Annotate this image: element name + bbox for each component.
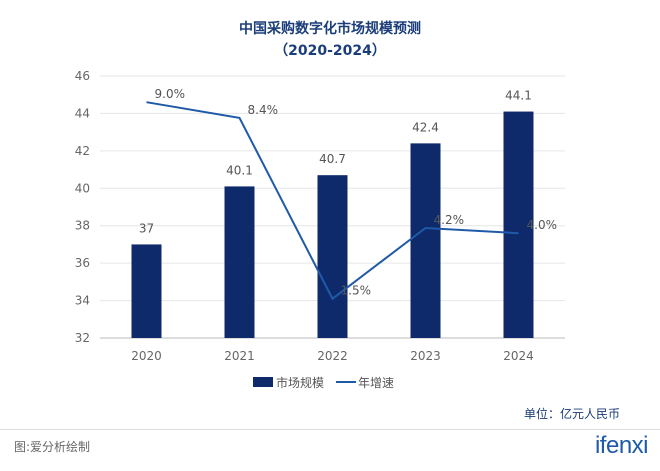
bar bbox=[410, 143, 441, 338]
bar-data-label: 37 bbox=[139, 221, 154, 235]
source-label: 图:爱分析绘制 bbox=[14, 440, 91, 454]
y-tick-label: 44 bbox=[75, 106, 90, 120]
bar-data-label: 40.7 bbox=[319, 152, 346, 166]
y-tick-label: 46 bbox=[75, 69, 90, 83]
y-tick-label: 34 bbox=[75, 294, 90, 308]
bar bbox=[503, 111, 534, 338]
y-tick-label: 42 bbox=[75, 144, 90, 158]
line-data-label: 9.0% bbox=[155, 87, 186, 101]
bar bbox=[224, 186, 255, 338]
y-tick-label: 32 bbox=[75, 331, 90, 345]
x-tick-label: 2022 bbox=[317, 349, 348, 363]
line-data-label: 8.4% bbox=[248, 103, 279, 117]
x-tick-label: 2023 bbox=[410, 349, 441, 363]
x-tick-label: 2020 bbox=[131, 349, 162, 363]
growth-line bbox=[146, 101, 519, 301]
line-data-label: 1.5% bbox=[341, 284, 372, 298]
chart-subtitle: （2020-2024） bbox=[274, 43, 386, 59]
y-tick-label: 40 bbox=[75, 181, 90, 195]
bar bbox=[131, 244, 162, 338]
bar-data-label: 42.4 bbox=[412, 120, 439, 134]
ifenxi-logo: ifenxi bbox=[594, 432, 649, 459]
y-tick-label: 36 bbox=[75, 256, 90, 270]
legend-label-bar: 市场规模 bbox=[276, 375, 324, 390]
y-tick-label: 38 bbox=[75, 219, 90, 233]
x-tick-label: 2021 bbox=[224, 349, 255, 363]
chart-title: 中国采购数字化市场规模预测 bbox=[239, 21, 421, 37]
line-data-label: 4.2% bbox=[434, 213, 465, 227]
legend-swatch-bar bbox=[253, 377, 273, 387]
plot-area: 32 34 36 38 40 42 44 46 2020 2021 2022 2023 2024 37 40… bbox=[75, 69, 565, 390]
divider bbox=[0, 429, 660, 430]
line-data-label: 4.0% bbox=[527, 218, 558, 232]
bar bbox=[317, 175, 348, 338]
bar-data-label: 40.1 bbox=[226, 163, 253, 177]
unit-label: 单位：亿元人民币 bbox=[523, 407, 620, 421]
legend-label-line: 年增速 bbox=[358, 376, 394, 390]
bar-data-label: 44.1 bbox=[505, 89, 532, 103]
x-tick-label: 2024 bbox=[503, 349, 534, 363]
